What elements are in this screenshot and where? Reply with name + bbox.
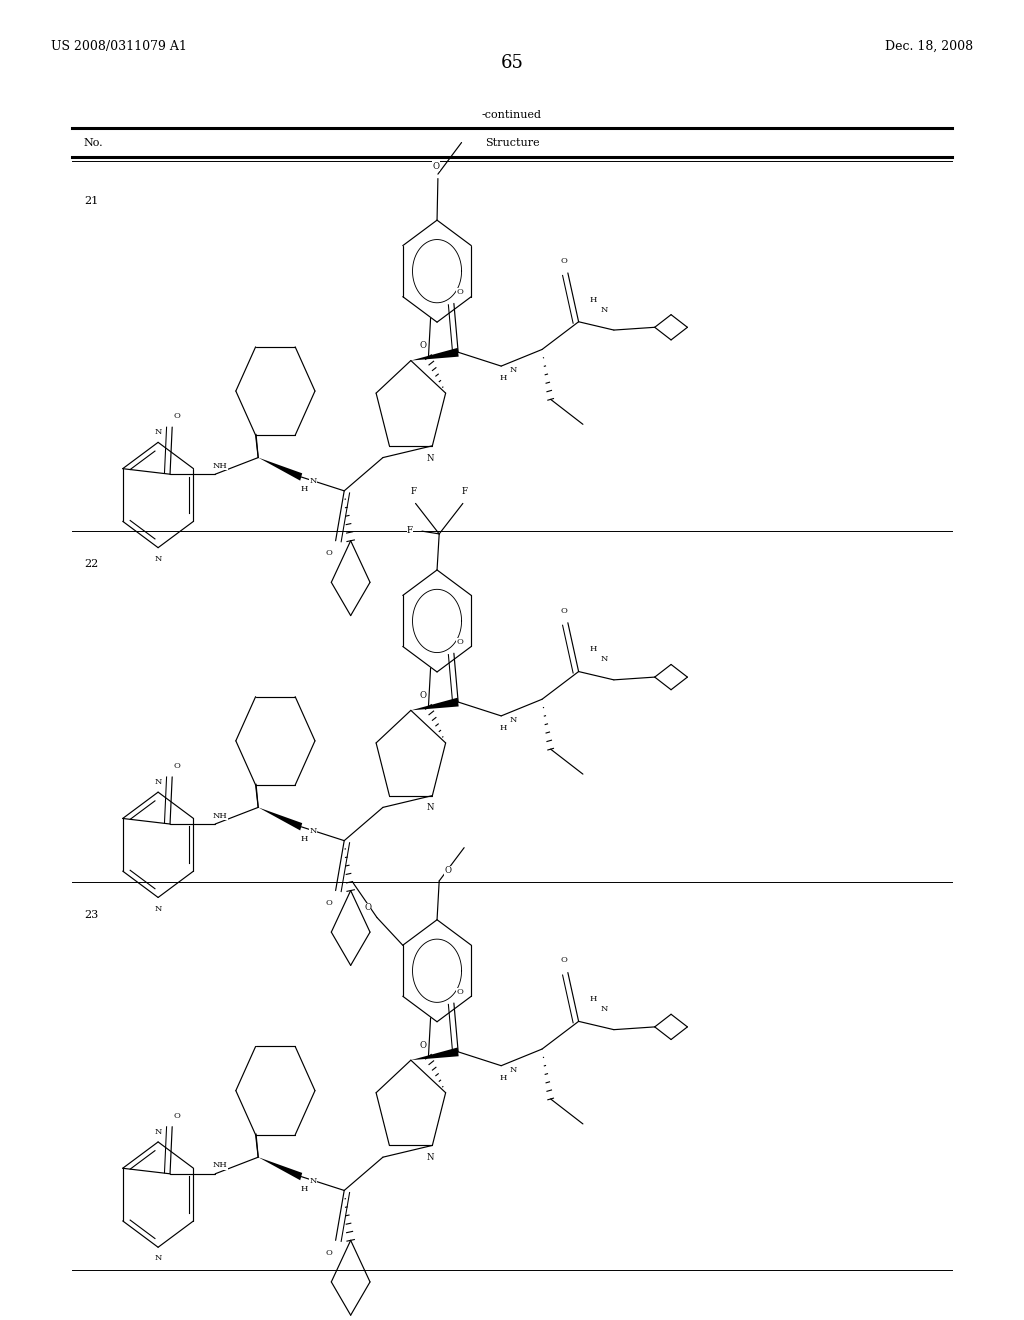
Text: 65: 65 xyxy=(501,54,523,73)
Text: Dec. 18, 2008: Dec. 18, 2008 xyxy=(885,40,973,53)
Text: H: H xyxy=(590,995,597,1003)
Text: O: O xyxy=(326,899,333,907)
Text: N: N xyxy=(155,429,162,437)
Text: NH: NH xyxy=(213,812,227,820)
Text: O: O xyxy=(173,1111,180,1119)
Text: N: N xyxy=(426,454,434,462)
Polygon shape xyxy=(258,458,302,480)
Text: O: O xyxy=(457,288,464,297)
Text: O: O xyxy=(457,638,464,647)
Text: H: H xyxy=(300,486,308,494)
Text: O: O xyxy=(560,607,567,615)
Text: O: O xyxy=(560,957,567,965)
Text: O: O xyxy=(444,866,452,875)
Text: O: O xyxy=(560,257,567,265)
Text: F: F xyxy=(462,487,468,496)
Text: N: N xyxy=(155,779,162,787)
Text: H: H xyxy=(500,375,507,383)
Text: N: N xyxy=(309,828,317,836)
Text: H: H xyxy=(300,1185,308,1193)
Text: N: N xyxy=(155,904,162,912)
Polygon shape xyxy=(411,698,459,710)
Text: 21: 21 xyxy=(84,195,98,206)
Text: O: O xyxy=(326,549,333,557)
Text: O: O xyxy=(364,903,371,912)
Text: 23: 23 xyxy=(84,909,98,920)
Text: N: N xyxy=(309,1177,317,1185)
Text: N: N xyxy=(155,554,162,562)
Text: O: O xyxy=(326,1249,333,1257)
Text: N: N xyxy=(510,366,517,374)
Text: US 2008/0311079 A1: US 2008/0311079 A1 xyxy=(51,40,187,53)
Text: O: O xyxy=(420,342,427,351)
Text: H: H xyxy=(590,296,597,304)
Text: O: O xyxy=(420,1041,427,1051)
Text: 22: 22 xyxy=(84,558,98,569)
Text: N: N xyxy=(426,1154,434,1162)
Text: N: N xyxy=(601,1005,608,1014)
Polygon shape xyxy=(258,808,302,830)
Text: N: N xyxy=(426,804,434,812)
Text: O: O xyxy=(420,692,427,701)
Text: NH: NH xyxy=(213,462,227,470)
Text: F: F xyxy=(411,487,417,496)
Text: F: F xyxy=(407,525,413,535)
Text: H: H xyxy=(590,645,597,653)
Text: N: N xyxy=(155,1129,162,1137)
Text: N: N xyxy=(510,1065,517,1073)
Text: Structure: Structure xyxy=(484,137,540,148)
Text: N: N xyxy=(601,655,608,664)
Text: O: O xyxy=(457,987,464,997)
Polygon shape xyxy=(258,1158,302,1180)
Text: H: H xyxy=(500,1074,507,1082)
Text: N: N xyxy=(309,478,317,486)
Text: H: H xyxy=(500,725,507,733)
Text: O: O xyxy=(173,762,180,770)
Polygon shape xyxy=(411,348,459,360)
Text: NH: NH xyxy=(213,1162,227,1170)
Text: O: O xyxy=(173,412,180,420)
Text: H: H xyxy=(300,836,308,843)
Text: N: N xyxy=(155,1254,162,1262)
Text: O: O xyxy=(433,162,439,170)
Text: N: N xyxy=(510,715,517,723)
Text: N: N xyxy=(601,305,608,314)
Text: No.: No. xyxy=(84,137,103,148)
Polygon shape xyxy=(411,1048,459,1060)
Text: -continued: -continued xyxy=(482,110,542,120)
